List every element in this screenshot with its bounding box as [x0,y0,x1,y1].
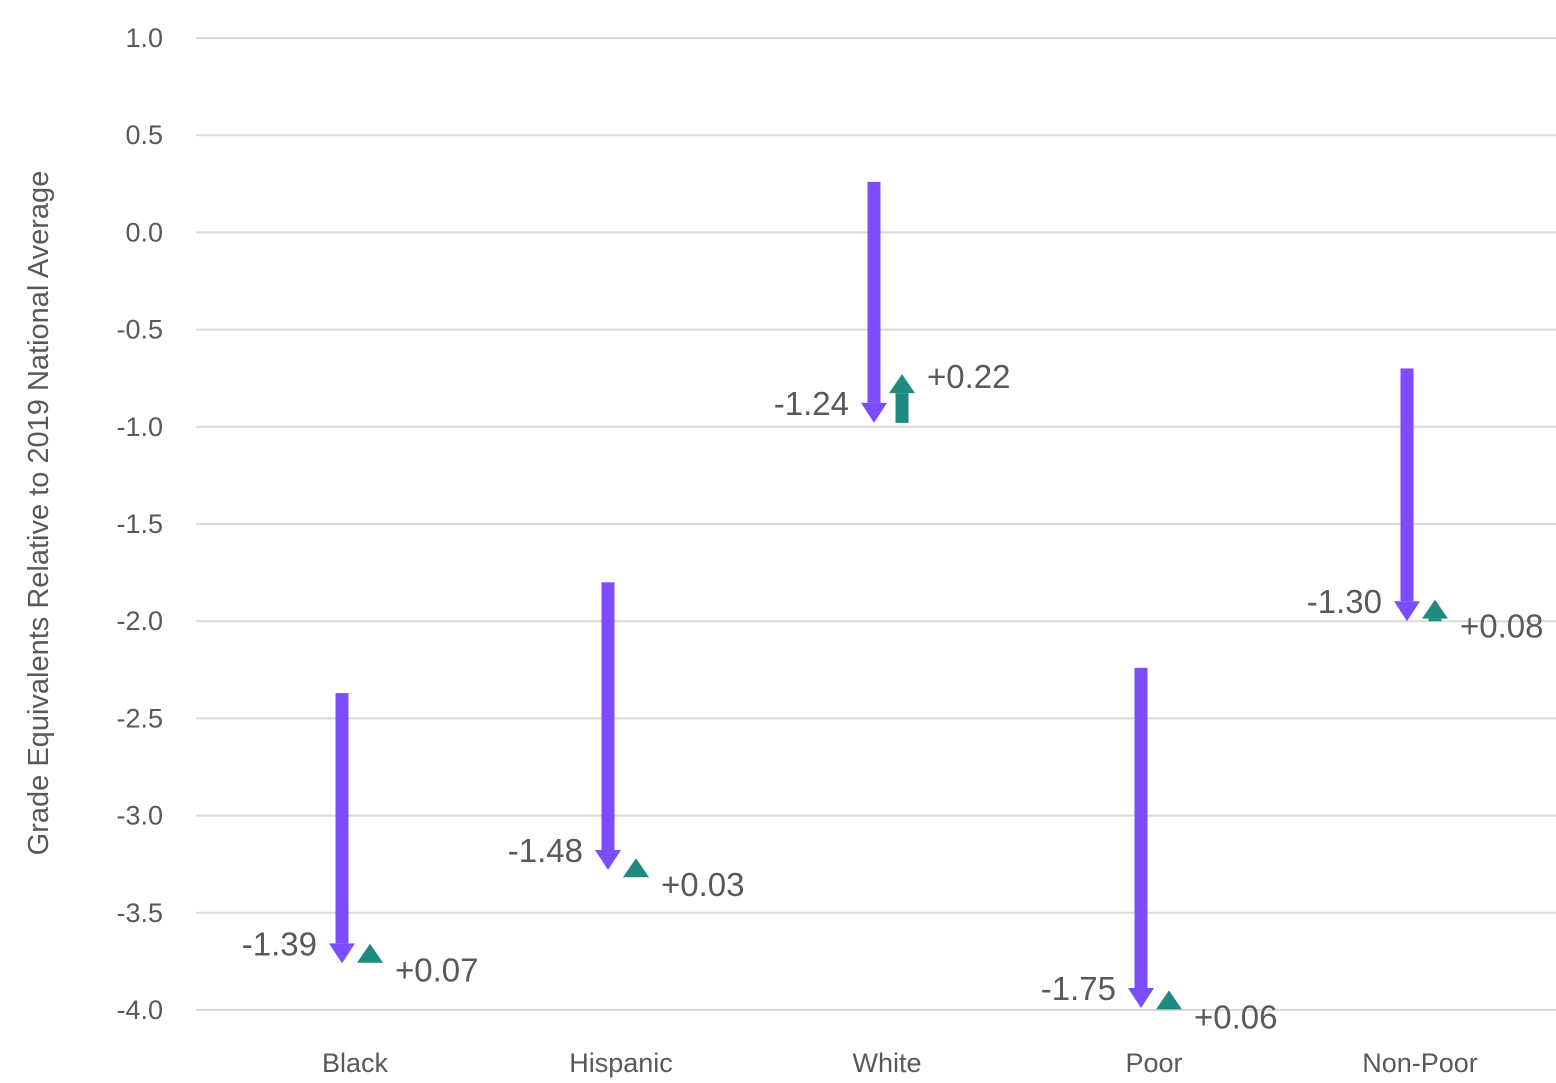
decline-arrow-shaft [601,582,615,851]
x-category-label: Black [322,1048,389,1078]
decline-value-label: -1.30 [1307,583,1382,620]
recovery-value-label: +0.08 [1460,608,1544,645]
recovery-arrow-head [357,943,383,963]
decline-arrow-head [595,850,621,871]
y-tick-label: -1.0 [116,412,163,442]
x-category-label: Non-Poor [1362,1048,1478,1078]
decline-arrow-head [329,943,355,964]
y-tick-label: 1.0 [125,23,163,53]
recovery-arrow-head [1156,990,1182,1010]
y-tick-label: -0.5 [116,315,163,345]
recovery-arrow-shaft [1428,618,1442,622]
y-tick-label: -3.5 [116,898,163,928]
decline-arrow-shaft [1400,368,1414,602]
recovery-value-label: +0.22 [927,358,1011,395]
recovery-value-label: +0.07 [395,952,479,989]
y-tick-label: -1.5 [116,509,163,539]
decline-arrow-shaft [335,693,349,944]
recovery-arrow-head [889,374,915,394]
recovery-arrow-head [1422,599,1448,619]
decline-arrow-head [861,402,887,423]
y-tick-label: 0.0 [125,217,163,247]
gridlines [196,37,1556,1011]
decline-value-label: -1.75 [1041,970,1116,1007]
y-tick-label: -2.0 [116,606,163,636]
y-tick-label: -3.0 [116,801,163,831]
x-axis-categories: Black Hispanic White Poor Non-Poor [322,1048,1478,1078]
y-tick-label: -4.0 [116,995,163,1025]
y-axis-label: Grade Equivalents Relative to 2019 Natio… [23,171,55,856]
y-tick-label: -2.5 [116,703,163,733]
x-category-label: Hispanic [569,1048,673,1078]
decline-arrow-head [1394,601,1420,622]
decline-value-label: -1.39 [242,925,317,962]
recovery-arrow-head [623,858,649,878]
x-category-label: White [852,1048,921,1078]
decline-value-label: -1.48 [508,832,583,869]
decline-arrow-shaft [867,181,881,403]
arrows [329,181,1448,1010]
recovery-arrow-shaft [895,393,909,423]
decline-arrow-head [1128,988,1154,1009]
decline-value-label: -1.24 [774,385,849,422]
recovery-value-label: +0.06 [1194,998,1278,1035]
recovery-value-label: +0.03 [661,866,745,903]
data-labels: -1.39 +0.07 -1.48 +0.03 -1.24 +0.22 -1.75 +0.06… [242,358,1544,1035]
y-tick-label: 0.5 [125,120,163,150]
x-category-label: Poor [1125,1048,1182,1078]
decline-arrow-shaft [1134,667,1148,989]
y-axis-ticks: 1.0 0.5 0.0 -0.5 -1.0 -1.5 -2.0 -2.5 -3.0 -3.5 -4.… [116,23,163,1025]
